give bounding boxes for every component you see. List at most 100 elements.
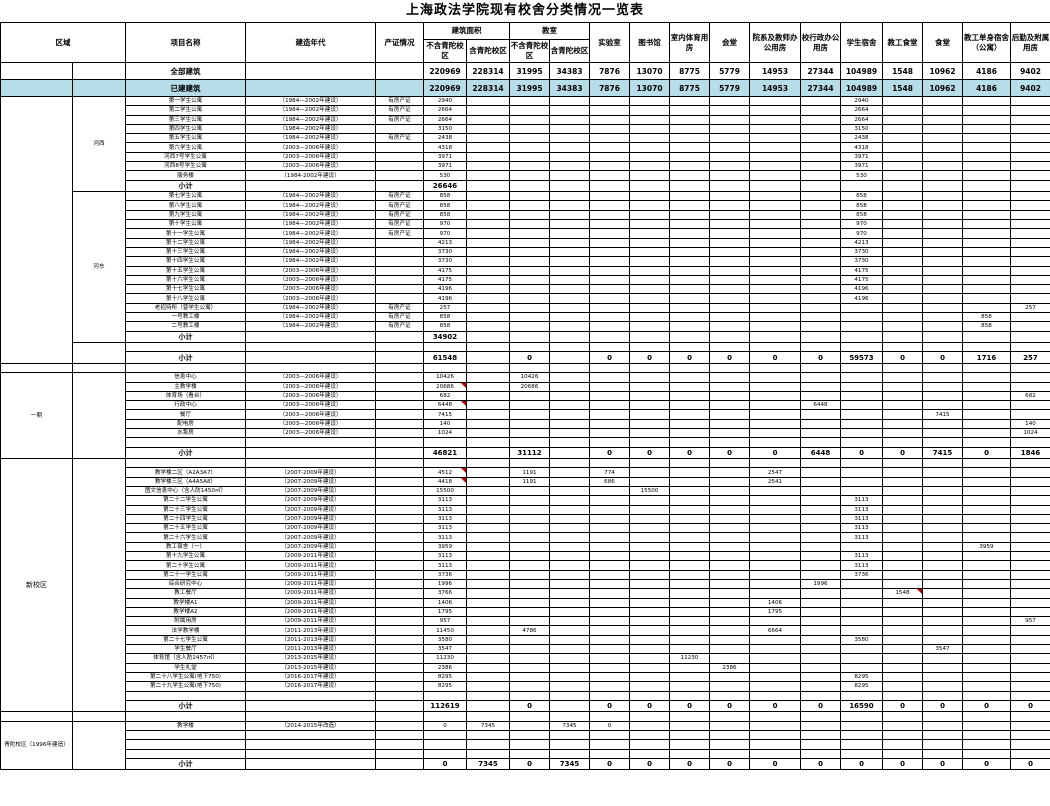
value-cell[interactable]: 0 <box>669 699 710 713</box>
cert-cell[interactable]: 有房产证 <box>375 95 424 107</box>
value-cell[interactable] <box>882 625 923 636</box>
value-cell[interactable] <box>423 458 467 469</box>
row-name[interactable]: 第十学生公寓 <box>125 219 246 230</box>
value-cell[interactable] <box>882 265 923 276</box>
value-cell[interactable] <box>749 485 801 497</box>
value-cell[interactable]: 13070 <box>629 79 670 97</box>
cert-cell[interactable] <box>375 757 424 771</box>
value-cell[interactable] <box>922 228 963 239</box>
cert-cell[interactable] <box>375 437 424 448</box>
value-cell[interactable]: 0 <box>749 699 801 713</box>
year-cell[interactable]: （2003—2006年建设） <box>245 274 376 286</box>
year-cell[interactable]: （2007-2009年建设） <box>245 495 376 506</box>
value-cell[interactable] <box>800 541 841 553</box>
value-cell[interactable] <box>709 606 750 618</box>
value-cell[interactable] <box>629 302 670 314</box>
value-cell[interactable] <box>922 284 963 295</box>
value-cell[interactable] <box>882 458 923 469</box>
value-cell[interactable] <box>669 95 710 107</box>
value-cell[interactable] <box>669 170 710 181</box>
value-cell[interactable]: 1548 <box>882 79 923 97</box>
value-cell[interactable] <box>800 209 841 221</box>
value-cell[interactable] <box>749 151 801 163</box>
value-cell[interactable] <box>549 362 590 374</box>
value-cell[interactable]: 2664 <box>840 105 883 116</box>
value-cell[interactable] <box>509 321 550 332</box>
value-cell[interactable] <box>800 729 841 741</box>
value-cell[interactable] <box>669 409 710 420</box>
value-cell[interactable] <box>589 588 630 599</box>
value-cell[interactable] <box>1010 729 1050 741</box>
row-name[interactable] <box>125 362 246 374</box>
value-cell[interactable] <box>882 390 923 402</box>
year-cell[interactable]: （1984—2002年建设） <box>245 302 376 314</box>
value-cell[interactable] <box>589 330 630 344</box>
value-cell[interactable] <box>466 476 510 488</box>
year-cell[interactable]: （1984—2002年建设） <box>245 209 376 221</box>
value-cell[interactable] <box>800 427 841 439</box>
cert-cell[interactable] <box>375 699 424 713</box>
row-name[interactable]: 第十一学生公寓 <box>125 228 246 239</box>
value-cell[interactable] <box>922 302 963 314</box>
region-cell[interactable] <box>0 62 73 80</box>
cert-cell[interactable] <box>375 634 424 646</box>
value-cell[interactable] <box>749 228 801 239</box>
cert-cell[interactable] <box>375 427 424 439</box>
value-cell[interactable]: 3113 <box>423 532 467 543</box>
value-cell[interactable]: 26646 <box>423 179 467 193</box>
value-cell[interactable] <box>922 597 963 608</box>
value-cell[interactable] <box>669 219 710 230</box>
value-cell[interactable] <box>629 495 670 506</box>
value-cell[interactable] <box>1010 293 1050 304</box>
value-cell[interactable] <box>466 161 510 172</box>
value-cell[interactable] <box>922 381 963 392</box>
value-cell[interactable] <box>709 437 750 448</box>
value-cell[interactable] <box>962 606 1011 618</box>
value-cell[interactable] <box>466 644 510 655</box>
value-cell[interactable] <box>840 588 883 599</box>
value-cell[interactable]: 4196 <box>423 293 467 304</box>
value-cell[interactable] <box>882 372 923 383</box>
value-cell[interactable] <box>962 362 1011 374</box>
value-cell[interactable] <box>669 381 710 392</box>
cert-cell[interactable] <box>375 541 424 553</box>
year-cell[interactable]: （2009-2011年建设） <box>245 588 376 599</box>
value-cell[interactable] <box>549 418 590 430</box>
row-name[interactable]: 第三学生公寓 <box>125 114 246 125</box>
cert-cell[interactable] <box>375 681 424 692</box>
value-cell[interactable] <box>1010 690 1050 701</box>
value-cell[interactable] <box>709 312 750 323</box>
value-cell[interactable] <box>589 362 630 374</box>
value-cell[interactable] <box>509 191 550 202</box>
value-cell[interactable]: 3580 <box>423 634 467 646</box>
year-cell[interactable]: （1984—2002年建设） <box>245 105 376 116</box>
value-cell[interactable] <box>882 653 923 664</box>
value-cell[interactable]: 3766 <box>423 588 467 599</box>
value-cell[interactable] <box>882 541 923 553</box>
value-cell[interactable] <box>423 711 467 722</box>
value-cell[interactable]: 1996 <box>423 578 467 590</box>
value-cell[interactable] <box>882 513 923 525</box>
value-cell[interactable] <box>882 151 923 163</box>
value-cell[interactable] <box>922 653 963 664</box>
row-name[interactable] <box>125 739 246 750</box>
value-cell[interactable] <box>962 427 1011 439</box>
value-cell[interactable] <box>882 495 923 506</box>
value-cell[interactable] <box>709 739 750 750</box>
value-cell[interactable] <box>749 256 801 267</box>
value-cell[interactable]: 1548 <box>882 62 923 80</box>
subregion-cell[interactable] <box>72 362 126 374</box>
value-cell[interactable] <box>962 513 1011 525</box>
value-cell[interactable] <box>629 662 670 673</box>
value-cell[interactable] <box>922 681 963 692</box>
value-cell[interactable] <box>922 671 963 683</box>
value-cell[interactable]: 3150 <box>423 123 467 135</box>
value-cell[interactable] <box>709 653 750 664</box>
value-cell[interactable] <box>922 246 963 258</box>
value-cell[interactable] <box>1010 681 1050 692</box>
value-cell[interactable] <box>800 720 841 731</box>
value-cell[interactable] <box>589 219 630 230</box>
row-name[interactable]: 第二十一学生公寓 <box>125 569 246 580</box>
value-cell[interactable] <box>509 606 550 618</box>
value-cell[interactable] <box>749 588 801 599</box>
